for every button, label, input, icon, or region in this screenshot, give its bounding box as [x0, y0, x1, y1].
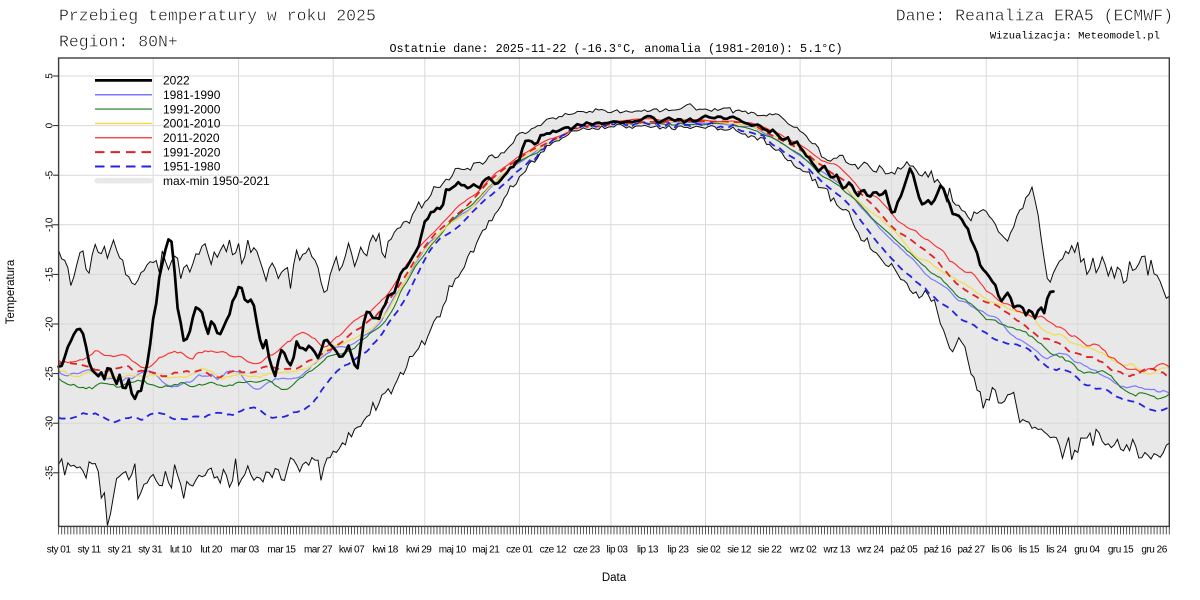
svg-text:Wizualizacja: Meteomodel.pl: Wizualizacja: Meteomodel.pl — [990, 31, 1160, 43]
svg-text:2022: 2022 — [163, 74, 190, 88]
svg-text:kwi 29: kwi 29 — [406, 545, 432, 556]
svg-text:wrz 13: wrz 13 — [822, 545, 850, 556]
svg-text:gru 04: gru 04 — [1074, 545, 1100, 556]
svg-text:kwi 07: kwi 07 — [339, 545, 365, 556]
svg-text:lis 24: lis 24 — [1046, 545, 1067, 556]
svg-text:1991-2000: 1991-2000 — [163, 102, 221, 116]
svg-text:sty 01: sty 01 — [47, 545, 72, 556]
svg-text:cze 12: cze 12 — [540, 545, 567, 556]
svg-text:Temperatura: Temperatura — [5, 259, 17, 324]
svg-text:sie 12: sie 12 — [727, 545, 752, 556]
svg-text:1981-1990: 1981-1990 — [163, 88, 221, 102]
svg-text:maj 10: maj 10 — [439, 545, 467, 556]
svg-text:sty 31: sty 31 — [138, 545, 163, 556]
svg-text:lip 13: lip 13 — [637, 545, 659, 556]
svg-text:lut 10: lut 10 — [170, 545, 192, 556]
svg-text:mar 27: mar 27 — [304, 545, 333, 556]
svg-text:-15: -15 — [45, 267, 56, 282]
svg-text:paź 27: paź 27 — [957, 545, 985, 556]
svg-text:mar 03: mar 03 — [231, 545, 260, 556]
svg-text:mar 15: mar 15 — [267, 545, 296, 556]
svg-text:-25: -25 — [45, 366, 56, 381]
svg-text:-5: -5 — [45, 170, 56, 179]
svg-text:-20: -20 — [45, 316, 56, 331]
svg-text:lis 06: lis 06 — [991, 545, 1012, 556]
svg-text:-10: -10 — [45, 217, 56, 232]
svg-text:cze 01: cze 01 — [506, 545, 533, 556]
svg-text:lip 03: lip 03 — [607, 545, 629, 556]
svg-text:lis 15: lis 15 — [1019, 545, 1040, 556]
svg-text:cze 23: cze 23 — [573, 545, 600, 556]
svg-text:Ostatnie dane: 2025-11-22 (-16: Ostatnie dane: 2025-11-22 (-16.3°C, anom… — [389, 42, 842, 56]
svg-text:sie 22: sie 22 — [758, 545, 783, 556]
svg-text:wrz 02: wrz 02 — [789, 545, 817, 556]
svg-text:Dane: Reanaliza ERA5 (ECMWF): Dane: Reanaliza ERA5 (ECMWF) — [896, 7, 1173, 26]
svg-text:max-min 1950-2021: max-min 1950-2021 — [163, 174, 270, 188]
svg-text:0: 0 — [45, 122, 56, 128]
svg-text:2011-2020: 2011-2020 — [163, 131, 220, 145]
svg-text:Data: Data — [602, 572, 627, 584]
svg-text:lip 23: lip 23 — [668, 545, 690, 556]
svg-text:sty 11: sty 11 — [78, 545, 102, 556]
svg-text:paź 16: paź 16 — [924, 545, 952, 556]
svg-text:sie 02: sie 02 — [697, 545, 722, 556]
svg-text:1951-1980: 1951-1980 — [163, 160, 221, 174]
svg-text:-35: -35 — [45, 465, 56, 480]
svg-text:wrz 24: wrz 24 — [856, 545, 884, 556]
svg-text:1991-2020: 1991-2020 — [163, 145, 221, 159]
svg-text:-30: -30 — [45, 416, 56, 431]
svg-text:Przebieg temperatury w roku 20: Przebieg temperatury w roku 2025 — [59, 7, 376, 26]
svg-text:lut 20: lut 20 — [200, 545, 222, 556]
svg-text:2001-2010: 2001-2010 — [163, 117, 221, 131]
svg-text:paź 05: paź 05 — [890, 545, 918, 556]
svg-text:maj 21: maj 21 — [472, 545, 500, 556]
svg-text:gru 15: gru 15 — [1108, 545, 1134, 556]
svg-text:kwi 18: kwi 18 — [372, 545, 398, 556]
svg-text:gru 26: gru 26 — [1141, 545, 1167, 556]
svg-text:5: 5 — [45, 73, 56, 79]
svg-text:Region: 80N+: Region: 80N+ — [59, 33, 178, 52]
svg-text:sty 21: sty 21 — [108, 545, 133, 556]
